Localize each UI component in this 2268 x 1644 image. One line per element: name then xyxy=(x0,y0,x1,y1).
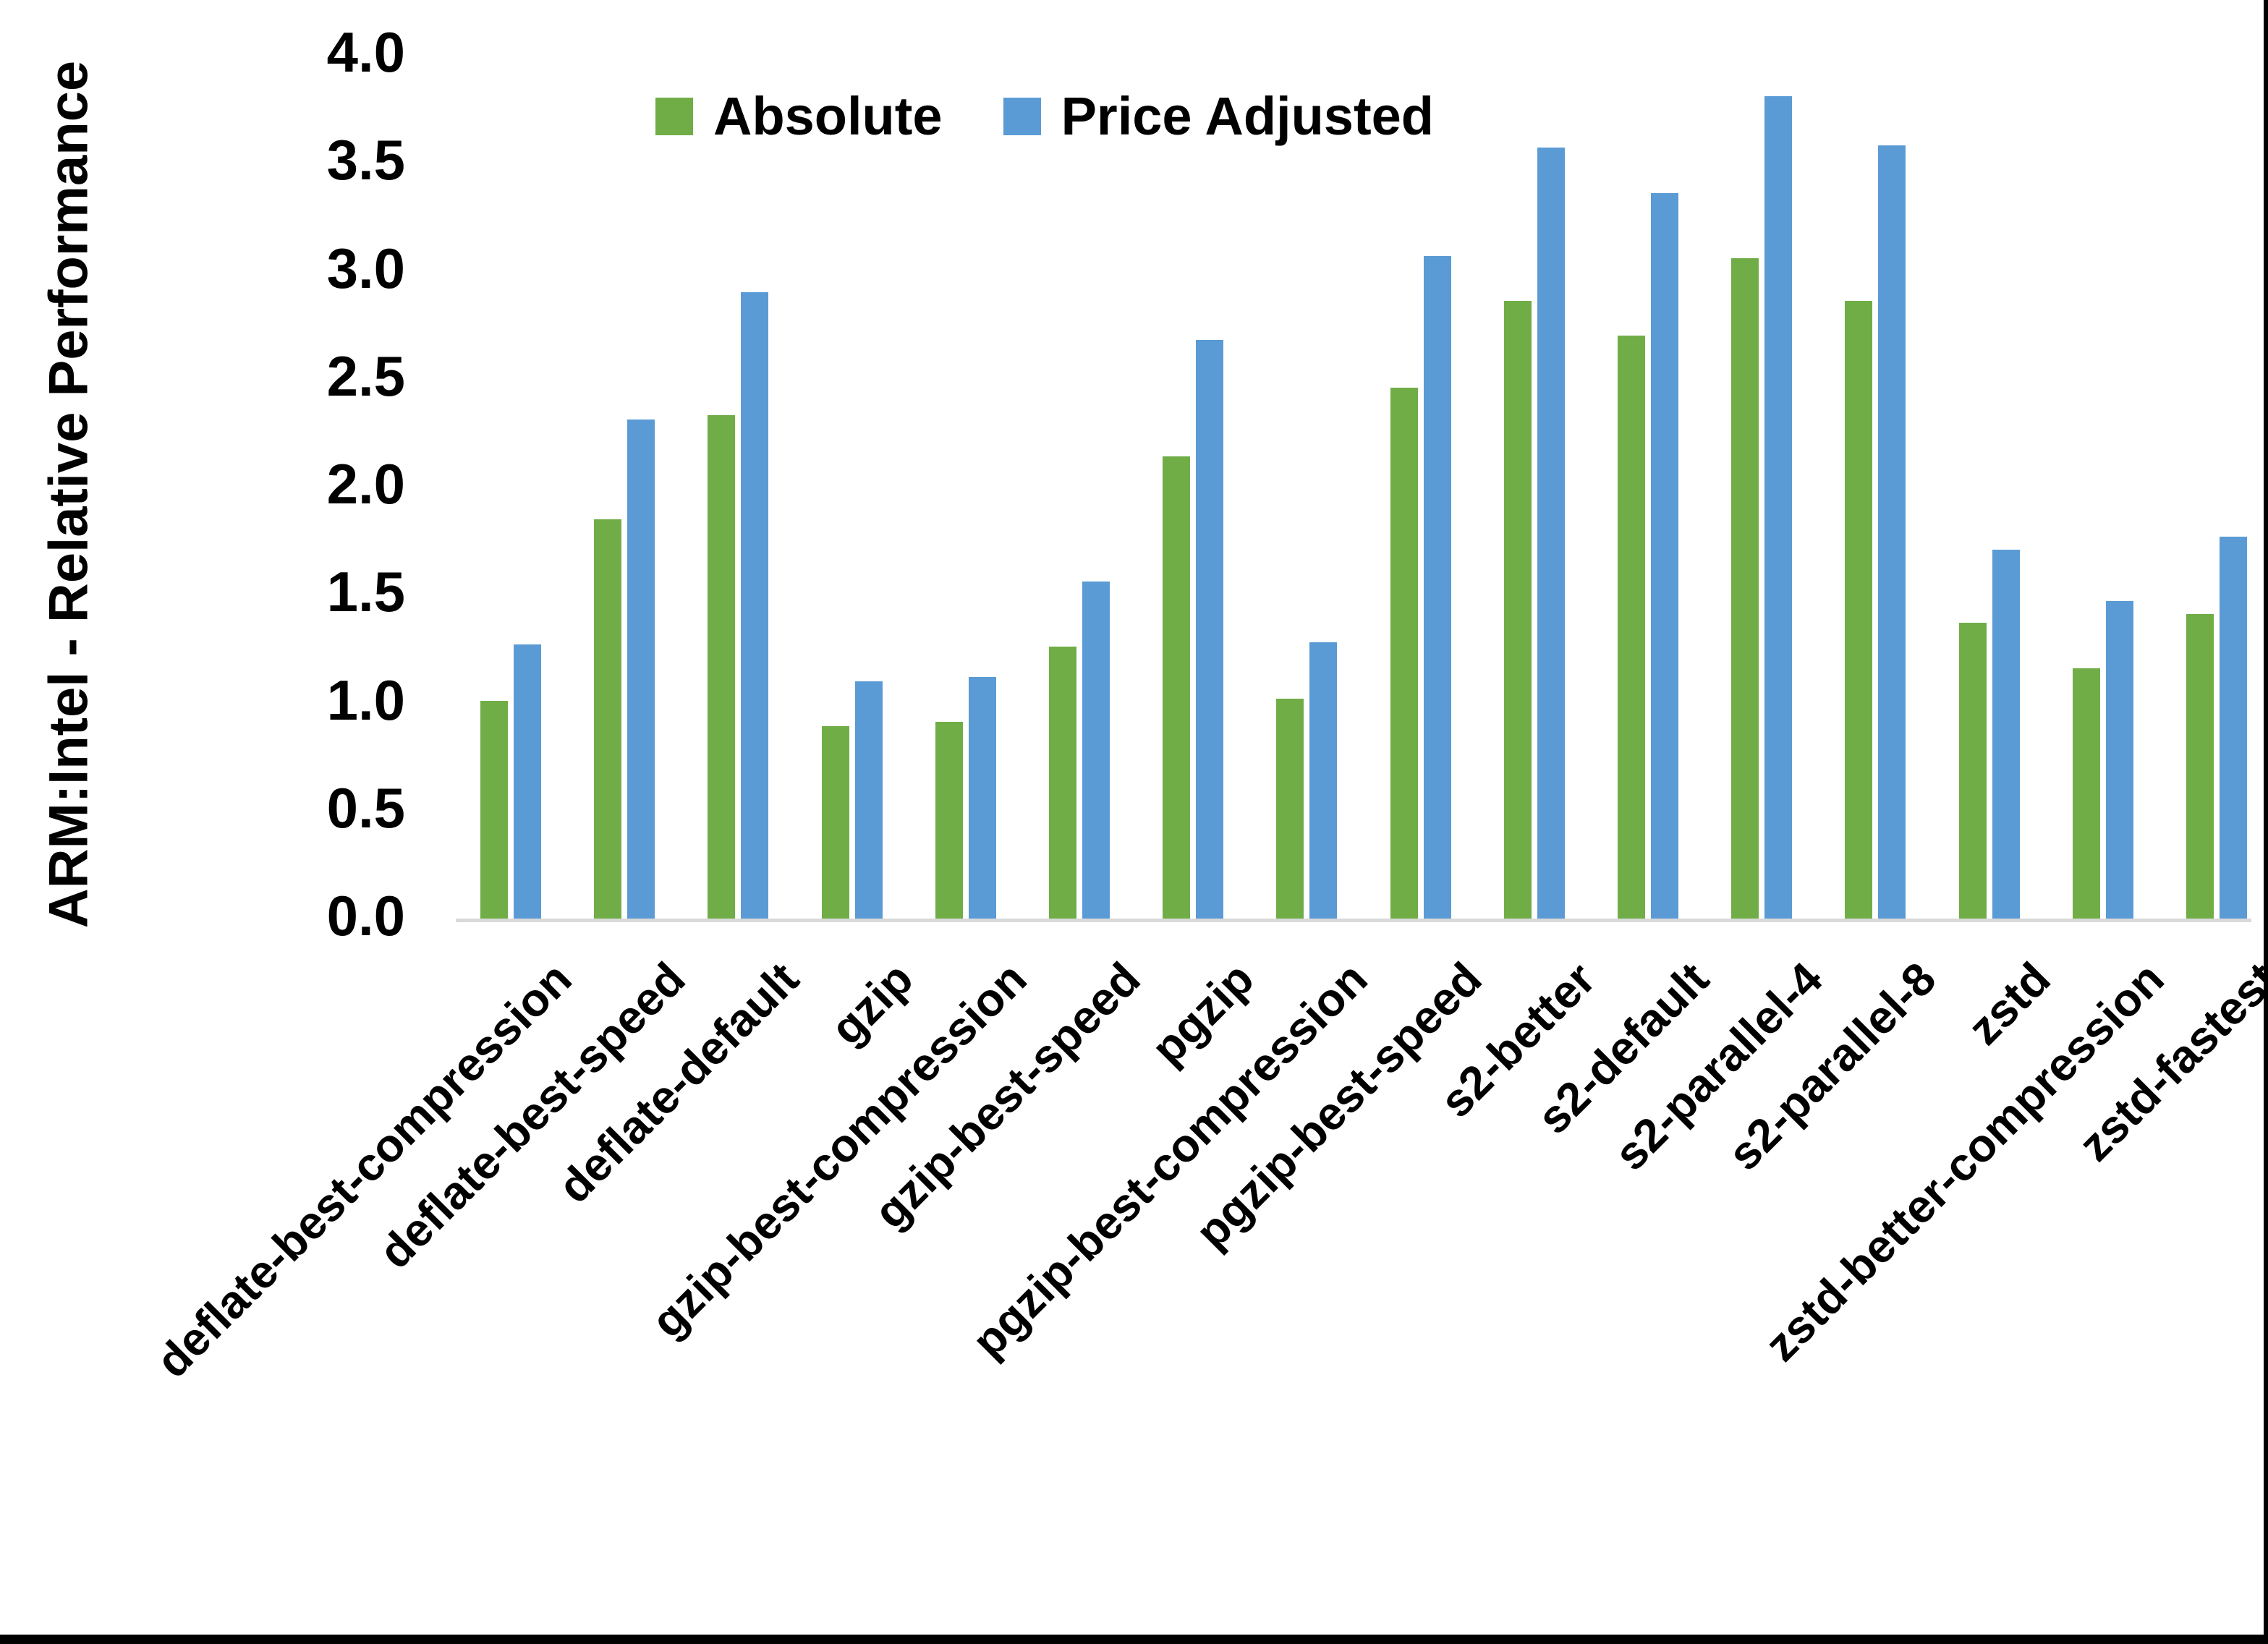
y-tick-label: 2.0 xyxy=(326,451,405,516)
bar-absolute-s2-parallel-8 xyxy=(1845,301,1873,919)
y-tick-label: 4.0 xyxy=(326,20,405,84)
legend-label: Absolute xyxy=(713,86,943,146)
y-tick-label: 3.0 xyxy=(326,236,405,300)
x-axis-line xyxy=(456,919,2251,922)
y-tick-label: 0.5 xyxy=(326,775,405,840)
bar-price-adjusted-deflate-default xyxy=(741,292,769,919)
y-tick-label: 2.5 xyxy=(326,344,405,408)
legend-swatch-icon xyxy=(1003,97,1041,135)
y-tick-label: 3.5 xyxy=(326,128,405,192)
bar-price-adjusted-pgzip xyxy=(1196,340,1224,919)
legend-label: Price Adjusted xyxy=(1061,86,1434,146)
bar-absolute-gzip xyxy=(821,726,849,919)
image-border-bottom xyxy=(0,1635,2268,1644)
chart-legend: Absolute Price Adjusted xyxy=(655,85,1434,147)
bar-absolute-s2-default xyxy=(1618,336,1645,919)
bar-absolute-pgzip xyxy=(1163,456,1191,919)
bar-price-adjusted-zstd-better-compression xyxy=(2105,601,2133,919)
bar-price-adjusted-pgzip-best-compression xyxy=(1309,642,1338,919)
bar-price-adjusted-gzip-best-speed xyxy=(1082,582,1110,919)
bar-absolute-deflate-best-compression xyxy=(480,700,508,919)
bar-absolute-zstd-better-compression xyxy=(2072,668,2100,919)
legend-swatch-icon xyxy=(655,97,693,135)
legend-entry-price-adjusted: Price Adjusted xyxy=(1003,85,1434,147)
bar-absolute-deflate-default xyxy=(708,415,736,919)
bar-price-adjusted-pgzip-best-speed xyxy=(1423,255,1451,919)
image-border-right xyxy=(2264,0,2268,1644)
bar-price-adjusted-s2-default xyxy=(1651,193,1678,919)
legend-entry-absolute: Absolute xyxy=(655,85,943,147)
bar-price-adjusted-gzip-best-compression xyxy=(968,676,996,919)
bar-absolute-s2-parallel-4 xyxy=(1731,257,1759,919)
bar-price-adjusted-zstd xyxy=(1992,549,2020,919)
bar-absolute-gzip-best-speed xyxy=(1049,646,1076,919)
bar-price-adjusted-s2-parallel-4 xyxy=(1764,95,1793,919)
bar-absolute-zstd xyxy=(1958,623,1987,919)
bar-price-adjusted-deflate-best-speed xyxy=(627,419,655,919)
y-tick-label: 0.0 xyxy=(326,883,405,947)
bar-absolute-gzip-best-compression xyxy=(935,722,963,919)
bar-price-adjusted-gzip xyxy=(854,681,883,919)
bar-absolute-zstd-fastest xyxy=(2186,614,2214,919)
bar-price-adjusted-s2-better xyxy=(1537,148,1565,919)
bar-price-adjusted-zstd-fastest xyxy=(2220,536,2247,919)
bar-price-adjusted-s2-parallel-8 xyxy=(1878,145,1906,919)
bar-absolute-s2-better xyxy=(1503,301,1532,919)
bar-absolute-deflate-best-speed xyxy=(594,519,622,919)
bar-absolute-pgzip-best-compression xyxy=(1276,698,1304,919)
y-tick-label: 1.0 xyxy=(326,668,405,732)
bar-absolute-pgzip-best-speed xyxy=(1390,387,1418,919)
y-axis-title: ARM:Intel - Relative Performance xyxy=(38,60,100,929)
bar-price-adjusted-deflate-best-compression xyxy=(514,644,541,919)
y-tick-label: 1.5 xyxy=(326,560,405,624)
